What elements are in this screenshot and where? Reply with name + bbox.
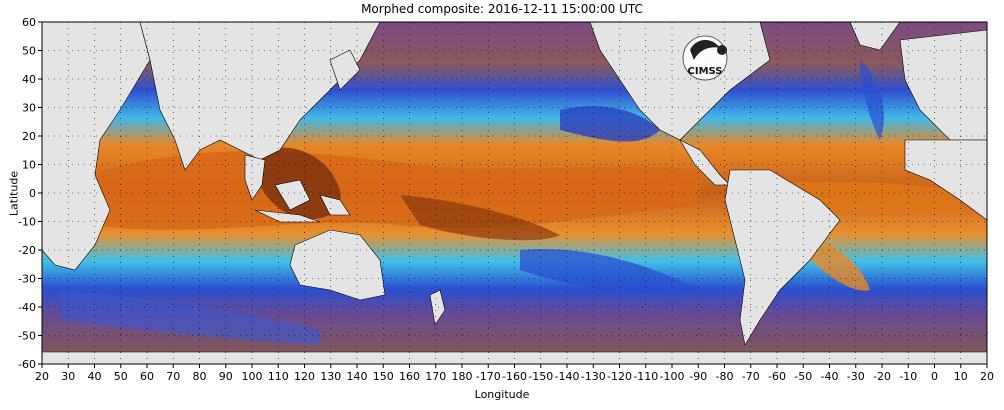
x-tick-label: 10 bbox=[954, 370, 968, 383]
x-tick-label: 170 bbox=[425, 370, 446, 383]
x-tick-label: -110 bbox=[633, 370, 658, 383]
y-tick-label: 30 bbox=[22, 102, 36, 115]
x-tick-label: 20 bbox=[980, 370, 994, 383]
y-tick-label: -20 bbox=[18, 244, 36, 257]
x-tick-label: -80 bbox=[716, 370, 734, 383]
x-tick-label: -100 bbox=[660, 370, 685, 383]
x-tick-label: -160 bbox=[502, 370, 527, 383]
y-axis-ticks: 60 50 40 30 20 10 0 -10 -20 -30 -40 -50 -60 bbox=[18, 16, 42, 371]
x-tick-label: -90 bbox=[689, 370, 707, 383]
y-axis-label: Latitude bbox=[7, 170, 21, 217]
x-tick-label: 70 bbox=[166, 370, 180, 383]
y-tick-label: 10 bbox=[22, 159, 36, 172]
y-tick-label: -50 bbox=[18, 330, 36, 343]
y-tick-label: -60 bbox=[18, 358, 36, 371]
x-tick-label: 0 bbox=[931, 370, 938, 383]
x-tick-label: 130 bbox=[320, 370, 341, 383]
x-tick-label: 50 bbox=[114, 370, 128, 383]
map-title: Morphed composite: 2016-12-11 15:00:00 U… bbox=[361, 2, 643, 16]
logo-text: CIMSS bbox=[688, 66, 723, 77]
y-tick-label: 60 bbox=[22, 16, 36, 29]
x-tick-label: -30 bbox=[847, 370, 865, 383]
x-tick-label: -150 bbox=[528, 370, 553, 383]
y-tick-label: 50 bbox=[22, 45, 36, 58]
x-tick-label: 20 bbox=[35, 370, 49, 383]
y-tick-label: 40 bbox=[22, 73, 36, 86]
x-tick-label: 80 bbox=[193, 370, 207, 383]
x-tick-label: -70 bbox=[742, 370, 760, 383]
x-tick-label: -60 bbox=[768, 370, 786, 383]
x-tick-label: -40 bbox=[821, 370, 839, 383]
x-tick-label: -20 bbox=[873, 370, 891, 383]
y-tick-label: 0 bbox=[29, 187, 36, 200]
x-tick-label: -50 bbox=[794, 370, 812, 383]
x-tick-label: -170 bbox=[476, 370, 501, 383]
cimss-logo: CIMSS bbox=[682, 35, 728, 81]
y-tick-label: 20 bbox=[22, 130, 36, 143]
x-tick-label: 120 bbox=[294, 370, 315, 383]
y-tick-label: -10 bbox=[18, 216, 36, 229]
x-tick-label: -120 bbox=[607, 370, 632, 383]
x-tick-label: 180 bbox=[452, 370, 473, 383]
x-axis-label: Longitude bbox=[474, 388, 530, 401]
x-tick-label: -130 bbox=[581, 370, 606, 383]
x-tick-label: 150 bbox=[373, 370, 394, 383]
x-tick-label: 160 bbox=[399, 370, 420, 383]
x-tick-label: 140 bbox=[347, 370, 368, 383]
y-tick-label: -30 bbox=[18, 273, 36, 286]
x-tick-label: -10 bbox=[899, 370, 917, 383]
x-tick-label: 100 bbox=[242, 370, 263, 383]
x-tick-label: 110 bbox=[268, 370, 289, 383]
x-tick-label: 60 bbox=[140, 370, 154, 383]
x-tick-label: 40 bbox=[88, 370, 102, 383]
x-tick-label: -140 bbox=[555, 370, 580, 383]
x-tick-label: 30 bbox=[61, 370, 75, 383]
x-tick-label: 90 bbox=[219, 370, 233, 383]
x-axis-ticks: 20 30 40 50 60 70 80 90 100 110 120 130 140 150 160 170… bbox=[35, 364, 994, 383]
y-tick-label: -40 bbox=[18, 301, 36, 314]
